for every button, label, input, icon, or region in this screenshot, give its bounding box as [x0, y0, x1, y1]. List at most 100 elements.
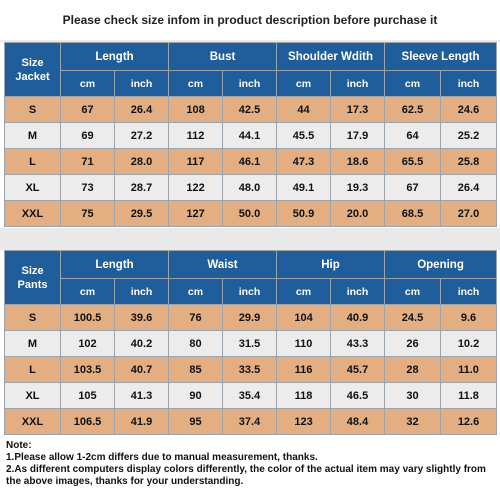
page-title: Please check size infom in product descr… — [62, 13, 438, 27]
value-cell: 11.8 — [440, 382, 498, 409]
size-header-type: Pants — [17, 278, 48, 291]
value-cell: 28 — [384, 356, 442, 383]
value-cell: 24.6 — [440, 96, 498, 123]
value-cell: 17.3 — [330, 96, 386, 123]
table-row: L 103.5 40.7 85 33.5 116 45.7 28 11.0 — [4, 356, 498, 383]
value-cell: 104 — [276, 304, 332, 331]
value-cell: 62.5 — [384, 96, 442, 123]
value-cell: 118 — [276, 382, 332, 409]
size-header: Size Jacket — [4, 42, 61, 97]
table-row: L 71 28.0 117 46.1 47.3 18.6 65.5 25.8 — [4, 148, 498, 175]
column-group-header: Opening — [384, 250, 498, 279]
value-cell: 50.0 — [222, 200, 278, 227]
value-cell: 42.5 — [222, 96, 278, 123]
value-cell: 75 — [60, 200, 115, 227]
value-cell: 18.6 — [330, 148, 386, 175]
size-header-label: Size — [21, 264, 44, 277]
jacket-size-table: Size Jacket Length Bust Shoulder Wdith Sleeve… — [4, 42, 498, 227]
size-header: Size Pants — [4, 250, 61, 305]
size-cell: XXL — [4, 200, 61, 227]
value-cell: 90 — [168, 382, 224, 409]
value-cell: 65.5 — [384, 148, 442, 175]
value-cell: 37.4 — [222, 408, 278, 435]
value-cell: 49.1 — [276, 174, 332, 201]
value-cell: 41.9 — [113, 408, 170, 435]
unit-header: cm — [384, 278, 442, 305]
value-cell: 17.9 — [330, 122, 386, 149]
value-cell: 106.5 — [60, 408, 115, 435]
value-cell: 24.5 — [384, 304, 442, 331]
size-cell: L — [4, 148, 61, 175]
value-cell: 46.1 — [222, 148, 278, 175]
value-cell: 108 — [168, 96, 224, 123]
unit-header: cm — [276, 70, 332, 97]
value-cell: 40.2 — [113, 330, 170, 357]
value-cell: 10.2 — [440, 330, 498, 357]
divider — [0, 228, 500, 250]
value-cell: 67 — [60, 96, 115, 123]
unit-header: cm — [168, 70, 224, 97]
value-cell: 67 — [384, 174, 442, 201]
value-cell: 45.5 — [276, 122, 332, 149]
value-cell: 48.0 — [222, 174, 278, 201]
value-cell: 69 — [60, 122, 115, 149]
unit-header: inch — [113, 278, 170, 305]
value-cell: 122 — [168, 174, 224, 201]
value-cell: 25.2 — [440, 122, 498, 149]
value-cell: 73 — [60, 174, 115, 201]
unit-header: cm — [168, 278, 224, 305]
value-cell: 45.7 — [330, 356, 386, 383]
unit-header: cm — [276, 278, 332, 305]
unit-header: cm — [60, 278, 115, 305]
column-group-header: Shoulder Wdith — [276, 42, 386, 71]
table-row: XXL 106.5 41.9 95 37.4 123 48.4 32 12.6 — [4, 408, 498, 435]
table-row: S 67 26.4 108 42.5 44 17.3 62.5 24.6 — [4, 96, 498, 123]
value-cell: 43.3 — [330, 330, 386, 357]
value-cell: 44 — [276, 96, 332, 123]
value-cell: 110 — [276, 330, 332, 357]
column-group-header: Waist — [168, 250, 278, 279]
value-cell: 44.1 — [222, 122, 278, 149]
value-cell: 102 — [60, 330, 115, 357]
column-group-header: Sleeve Length — [384, 42, 498, 71]
unit-header: inch — [440, 70, 498, 97]
value-cell: 27.0 — [440, 200, 498, 227]
table-row: XXL 75 29.5 127 50.0 50.9 20.0 68.5 27.0 — [4, 200, 498, 227]
table-row: XL 105 41.3 90 35.4 118 46.5 30 11.8 — [4, 382, 498, 409]
value-cell: 29.5 — [113, 200, 170, 227]
value-cell: 105 — [60, 382, 115, 409]
value-cell: 64 — [384, 122, 442, 149]
size-cell: M — [4, 122, 61, 149]
value-cell: 85 — [168, 356, 224, 383]
note-line-1: 1.Please allow 1-2cm differs due to manu… — [6, 452, 318, 463]
table-row: S 100.5 39.6 76 29.9 104 40.9 24.5 9.6 — [4, 304, 498, 331]
value-cell: 32 — [384, 408, 442, 435]
value-cell: 30 — [384, 382, 442, 409]
note-line-2: 2.As different computers display colors … — [6, 464, 486, 487]
value-cell: 95 — [168, 408, 224, 435]
value-cell: 76 — [168, 304, 224, 331]
value-cell: 26.4 — [440, 174, 498, 201]
column-group-header: Length — [59, 42, 170, 71]
value-cell: 28.7 — [113, 174, 170, 201]
note: Note: 1.Please allow 1-2cm differs due t… — [6, 440, 496, 488]
divider — [0, 40, 500, 42]
value-cell: 41.3 — [113, 382, 170, 409]
unit-header: cm — [60, 70, 115, 97]
value-cell: 80 — [168, 330, 224, 357]
value-cell: 33.5 — [222, 356, 278, 383]
table-row: M 102 40.2 80 31.5 110 43.3 26 10.2 — [4, 330, 498, 357]
value-cell: 123 — [276, 408, 332, 435]
value-cell: 12.6 — [440, 408, 498, 435]
value-cell: 112 — [168, 122, 224, 149]
table-row: XL 73 28.7 122 48.0 49.1 19.3 67 26.4 — [4, 174, 498, 201]
value-cell: 100.5 — [60, 304, 115, 331]
column-group-header: Length — [59, 250, 170, 279]
value-cell: 40.9 — [330, 304, 386, 331]
value-cell: 29.9 — [222, 304, 278, 331]
pants-size-table: Size Pants Length Waist Hip Opening cm inch cm in… — [4, 250, 498, 435]
size-cell: XL — [4, 382, 61, 409]
value-cell: 35.4 — [222, 382, 278, 409]
value-cell: 47.3 — [276, 148, 332, 175]
value-cell: 39.6 — [113, 304, 170, 331]
